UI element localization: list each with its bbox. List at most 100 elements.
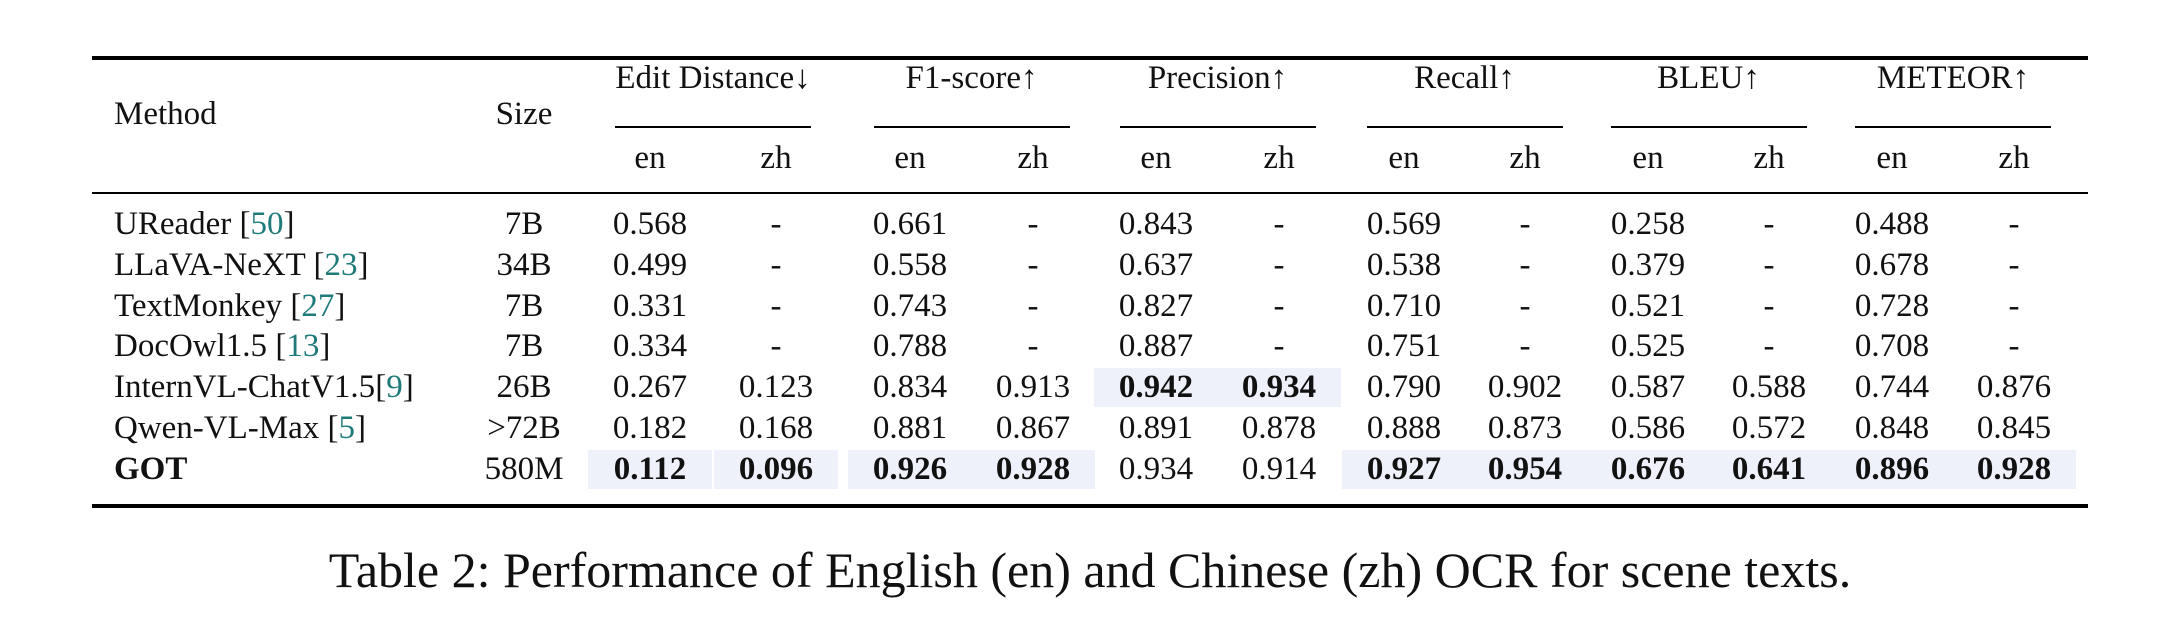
method-label: InternVL-ChatV1.5: [114, 369, 376, 406]
score-cell: -: [770, 328, 782, 365]
subheader-en: en: [1632, 140, 1664, 176]
subheader-zh: zh: [760, 140, 792, 176]
score-cell: 0.942: [1118, 369, 1194, 406]
header-group: METEOR↑: [1876, 60, 2030, 96]
citation-bracket-open: [: [282, 287, 302, 324]
citation-link[interactable]: 23: [324, 246, 358, 283]
score-cell: 0.710: [1366, 287, 1442, 324]
best-cell-highlight: [1830, 449, 1954, 489]
score-cell: 0.891: [1118, 410, 1194, 446]
score-cell: -: [770, 287, 782, 324]
score-cell: 0.744: [1854, 369, 1930, 406]
score-cell: 0.499: [612, 246, 688, 283]
subheader-zh: zh: [1263, 140, 1295, 176]
citation-link[interactable]: 50: [250, 206, 284, 242]
best-cell-highlight: [1217, 368, 1341, 407]
citation-bracket-close: ]: [402, 369, 414, 406]
score-cell: 0.676: [1610, 450, 1686, 487]
score-cell: 0.112: [613, 450, 687, 487]
citation-link[interactable]: 9: [386, 369, 403, 406]
score-cell: 0.123: [738, 369, 814, 406]
score-cell: 0.926: [872, 450, 948, 487]
score-cell: 0.641: [1731, 450, 1807, 487]
best-cell-highlight: [1463, 449, 1587, 489]
score-cell: 0.182: [612, 410, 688, 446]
score-cell: 0.896: [1854, 450, 1930, 487]
score-cell: -: [1273, 206, 1285, 242]
citation-link[interactable]: 13: [286, 328, 320, 365]
header-rule: [92, 192, 2088, 194]
citation-link[interactable]: 5: [338, 410, 356, 446]
score-cell: 0.843: [1118, 206, 1194, 242]
subheader-en: en: [1140, 140, 1172, 176]
score-cell: 0.586: [1610, 410, 1686, 446]
score-cell: 0.876: [1976, 369, 2052, 406]
method-name: TextMonkey [27]: [114, 286, 345, 326]
model-size: 7B: [504, 206, 544, 242]
score-cell: -: [1273, 246, 1285, 283]
citation-bracket-close: ]: [283, 206, 295, 242]
model-size: >72B: [487, 410, 561, 446]
score-cell: 0.587: [1610, 369, 1686, 406]
score-cell: 0.637: [1118, 246, 1194, 283]
method-name: InternVL-ChatV1.5[9]: [114, 367, 414, 407]
score-cell: 0.928: [1976, 450, 2052, 487]
method-label: TextMonkey: [114, 287, 283, 324]
score-cell: 0.568: [612, 206, 688, 242]
top-rule: [92, 56, 2088, 60]
header-size: Size: [495, 96, 553, 132]
subheader-en: en: [894, 140, 926, 176]
citation-link[interactable]: 27: [301, 287, 335, 324]
score-cell: -: [1763, 287, 1775, 324]
best-cell-highlight: [971, 449, 1095, 489]
model-size: 580M: [484, 450, 564, 487]
score-cell: -: [1763, 328, 1775, 365]
score-cell: 0.888: [1366, 410, 1442, 446]
score-cell: 0.913: [995, 369, 1071, 406]
score-cell: 0.751: [1366, 328, 1442, 365]
score-cell: -: [770, 206, 782, 242]
subheader-zh: zh: [1753, 140, 1785, 176]
score-cell: -: [1519, 287, 1531, 324]
score-cell: 0.708: [1854, 328, 1930, 365]
method-label: GOT: [114, 450, 188, 487]
score-cell: -: [1027, 206, 1039, 242]
header-method: Method: [114, 96, 217, 132]
score-cell: -: [1519, 206, 1531, 242]
header-group: BLEU↑: [1657, 60, 1760, 96]
model-size: 34B: [496, 246, 552, 283]
subheader-en: en: [1388, 140, 1420, 176]
score-cell: 0.878: [1241, 410, 1317, 446]
group-underline: [1610, 126, 1807, 128]
model-size: 26B: [496, 369, 552, 406]
score-cell: 0.873: [1487, 410, 1563, 446]
score-cell: 0.954: [1487, 450, 1563, 487]
score-cell: 0.572: [1731, 410, 1807, 446]
score-cell: 0.258: [1610, 206, 1686, 242]
best-cell-highlight: [848, 449, 972, 489]
method-label: DocOwl1.5: [114, 328, 268, 365]
score-cell: -: [1273, 328, 1285, 365]
score-cell: -: [1519, 328, 1531, 365]
score-cell: -: [2008, 206, 2020, 242]
citation-bracket-open: [: [231, 206, 251, 242]
score-cell: -: [1027, 287, 1039, 324]
method-label: LLaVA-NeXT: [114, 246, 306, 283]
header-group: Edit Distance↓: [615, 60, 811, 96]
method-name: LLaVA-NeXT [23]: [114, 245, 368, 285]
score-cell: 0.934: [1118, 450, 1194, 487]
score-cell: -: [1027, 328, 1039, 365]
score-cell: 0.096: [738, 450, 814, 487]
score-cell: 0.881: [872, 410, 948, 446]
table-caption: Table 2: Performance of English (en) and…: [328, 542, 1852, 598]
best-cell-highlight: [1952, 449, 2076, 489]
subheader-zh: zh: [1509, 140, 1541, 176]
citation-bracket-open: [: [375, 369, 387, 406]
bottom-rule: [92, 504, 2088, 508]
score-cell: 0.887: [1118, 328, 1194, 365]
subheader-en: en: [1876, 140, 1908, 176]
score-cell: 0.902: [1487, 369, 1563, 406]
score-cell: 0.848: [1854, 410, 1930, 446]
score-cell: -: [770, 246, 782, 283]
score-cell: 0.558: [872, 246, 948, 283]
